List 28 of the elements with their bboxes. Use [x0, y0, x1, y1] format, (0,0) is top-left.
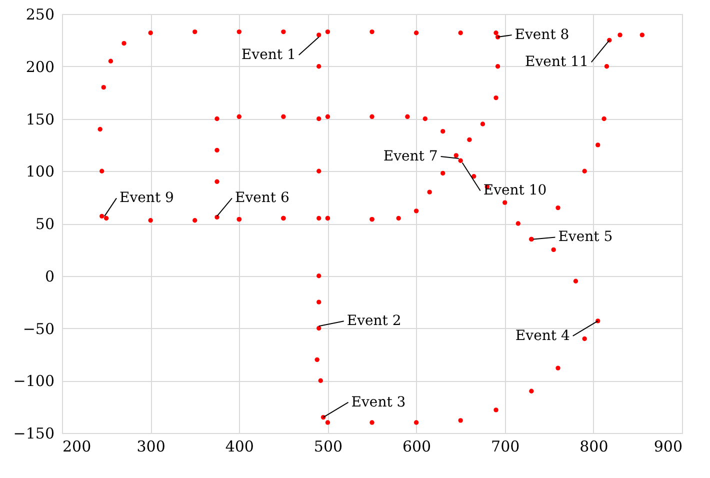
x-tick-label: 800: [580, 438, 608, 456]
annotation: Event 4: [515, 328, 570, 344]
y-tick-label: −50: [22, 320, 54, 338]
annotation: Event 5: [558, 229, 613, 246]
y-tick-label: 200: [26, 58, 54, 76]
y-tick-label: 0: [44, 267, 54, 286]
x-tick-label: 700: [491, 438, 520, 456]
x-tick-label: 900: [654, 438, 682, 456]
x-tick-label: 600: [402, 438, 432, 456]
annotation: Event 3: [351, 394, 406, 410]
y-tick-label: 50: [35, 215, 54, 233]
x-tick-label: 400: [225, 438, 254, 456]
annotation: Event 8: [514, 27, 570, 44]
annotation: Event 10: [483, 182, 547, 199]
y-tick-label: −150: [13, 424, 54, 442]
annotation: Event 1: [241, 47, 296, 64]
annotation: Event 11: [525, 54, 588, 70]
annotation: Event 6: [235, 190, 290, 206]
annotation: Event 7: [383, 148, 438, 165]
x-tick-label: 500: [314, 438, 343, 456]
x-tick-label: 200: [62, 438, 92, 456]
y-tick-label: 250: [26, 6, 54, 24]
annotation: Event 9: [120, 190, 174, 206]
y-tick-label: −100: [13, 372, 54, 390]
y-tick-label: 100: [26, 162, 54, 181]
annotation: Event 2: [346, 313, 402, 330]
y-tick-label: 150: [26, 110, 54, 128]
x-tick-label: 300: [136, 438, 166, 456]
